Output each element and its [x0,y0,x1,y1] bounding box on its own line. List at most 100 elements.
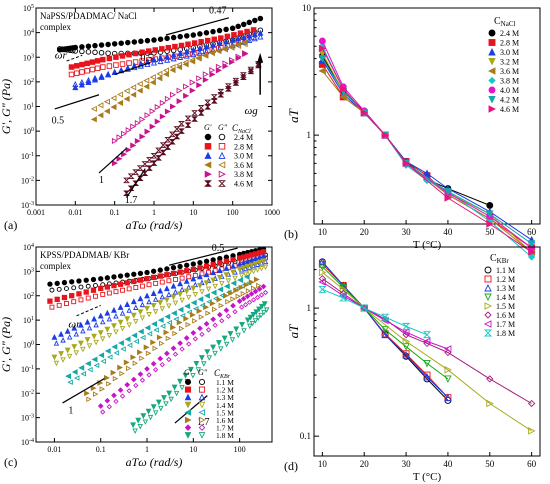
data-point [168,131,176,138]
data-point [169,64,176,71]
data-point [217,255,223,262]
series-16M [84,276,262,402]
data-point [164,35,170,42]
data-point [144,112,151,119]
data-point [262,264,269,271]
data-point [163,401,169,407]
data-point [111,392,117,399]
data-point [230,269,236,276]
data-point [179,312,186,319]
data-point [164,313,171,320]
data-point [161,395,167,401]
data-point [89,59,96,65]
data-point [168,396,174,403]
legend-marker [204,161,212,169]
data-point [123,95,130,102]
data-point [178,42,185,49]
data-point [126,286,132,292]
data-point [84,318,91,325]
data-point [246,19,253,26]
data-point [173,390,180,397]
data-point [93,321,99,328]
data-point [185,41,191,48]
data-point [100,318,106,325]
data-point [124,381,131,388]
x-tick-label: 0.001 [27,208,45,217]
data-point [248,291,255,297]
data-point [360,304,368,312]
data-point [130,142,137,149]
data-point [137,423,143,430]
x-tick-label: 0.1 [110,208,120,217]
data-point [197,325,203,332]
data-point [149,108,156,115]
legend-marker [484,283,492,292]
x-tick-label: 1 [145,445,149,454]
data-point [149,79,156,86]
data-point [250,268,257,275]
data-point [232,309,238,315]
data-point [133,319,139,325]
data-point [91,74,99,81]
legend-label: 1.4 M [216,401,234,410]
data-point [244,28,250,35]
data-point [166,291,172,297]
legend-label: 1.3 M [216,393,234,402]
data-point [251,35,258,42]
data-point [381,313,390,321]
data-point [80,327,86,334]
plot-frame [313,246,541,457]
y-tick-label: 10-3 [21,414,34,423]
data-point [98,285,104,292]
legend-label: 3.6 M [500,67,519,76]
data-point [360,304,369,312]
data-point [134,119,141,126]
data-point [229,25,236,32]
data-point [78,78,85,85]
data-point [105,41,111,48]
data-point [256,286,263,292]
data-point [263,307,270,313]
data-point [423,359,431,368]
data-point [236,298,243,304]
data-point [113,350,120,356]
data-point [130,84,137,91]
slope-label: 0.5 [140,53,153,64]
data-point [149,123,156,130]
slope-label: 1.7 [125,195,138,206]
data-point [164,266,170,272]
data-point [146,165,153,171]
data-point [146,282,152,288]
data-point [67,379,73,385]
data-point [159,99,166,106]
panel-c: 0.01 0.1 1 10 10010-410-310-210-110010110210… [0,243,273,469]
data-point [157,287,164,294]
data-point [116,155,123,162]
data-point [85,49,92,55]
data-point [253,309,260,316]
data-point [177,340,183,346]
data-point [230,262,236,269]
data-point [61,279,68,286]
data-point [223,292,229,299]
data-point [152,309,159,315]
legend-marker [218,170,226,178]
data-point [166,390,173,397]
data-point [216,311,223,318]
series-13M [318,257,452,402]
data-point [193,305,199,312]
data-point [238,304,245,310]
data-point [218,35,224,41]
data-point [177,269,183,275]
data-point [245,288,252,294]
data-point [171,384,178,391]
data-point [172,351,179,357]
data-point [202,71,209,78]
data-point [163,329,170,336]
data-point [235,332,241,339]
data-point [97,403,104,409]
data-point [145,350,152,357]
y-tick-label: 103 [23,53,34,62]
data-point [159,113,166,120]
data-point [83,289,89,295]
